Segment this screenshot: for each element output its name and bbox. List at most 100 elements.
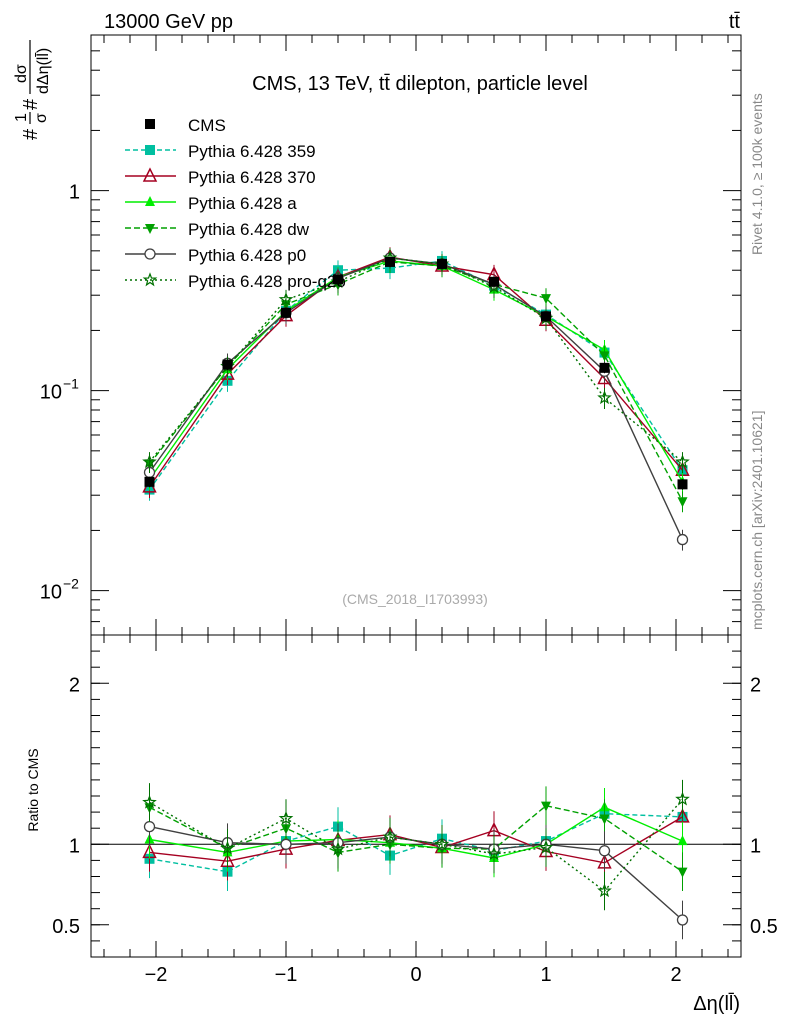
series-point: [599, 351, 610, 362]
legend-entry-0: Pythia 6.428 359: [125, 142, 316, 161]
ratio-point: [675, 791, 690, 806]
y-axis-label-ratio: Ratio to CMS: [25, 748, 41, 831]
series-line-ratio: [149, 812, 683, 873]
legend-label: Pythia 6.428 370: [188, 168, 316, 187]
chart-title: CMS, 13 TeV, tt̄ dilepton, particle leve…: [252, 73, 588, 95]
series-point: [597, 390, 612, 405]
x-tick-label: 0: [410, 964, 421, 986]
svg-text:#: #: [20, 128, 42, 140]
svg-text:dσ: dσ: [13, 64, 30, 83]
series-1: [142, 247, 690, 883]
ratio-point: [330, 841, 346, 856]
ratio-point: [486, 846, 502, 861]
data-point: [333, 274, 343, 285]
svg-text:#: #: [20, 98, 42, 110]
data-point: [281, 307, 291, 318]
legend-label: Pythia 6.428 dw: [188, 220, 310, 239]
ratio-panel-frame: [90, 634, 742, 958]
y-axis-label-main: # 1 σ # dσ dΔη(ll̄): [13, 40, 52, 140]
ratio-tick-label: 1: [69, 835, 80, 857]
y-tick-exponent: −1: [63, 376, 79, 392]
ratio-point: [278, 810, 294, 825]
y-tick-label: 1: [69, 182, 80, 204]
ratio-tick-label: 0.5: [52, 916, 80, 938]
legend-label: Pythia 6.428 pro-q2o: [188, 272, 346, 291]
ratio-point: [220, 840, 235, 855]
x-tick-label: 1: [540, 964, 551, 986]
y-tick-label: 10: [40, 582, 62, 604]
svg-text:dΔη(ll̄): dΔη(ll̄): [34, 48, 52, 94]
series-line-main: [148, 261, 684, 502]
legend-label: Pythia 6.428 a: [188, 194, 297, 213]
legend-marker: [145, 224, 155, 234]
legend-label: Pythia 6.428 359: [188, 142, 316, 161]
x-tick-label: −2: [145, 964, 168, 986]
ratio-point: [382, 829, 398, 844]
series-line-ratio: [149, 798, 684, 892]
legend-marker: [145, 196, 155, 206]
legend-entry-2: Pythia 6.428 a: [125, 194, 297, 213]
y-tick-label: 10: [40, 382, 62, 404]
x-tick-label: 2: [670, 964, 681, 986]
x-tick-label: −1: [275, 964, 298, 986]
data-point: [489, 276, 499, 287]
process-label: tt̄: [729, 11, 741, 33]
ratio-point: [677, 867, 688, 878]
legend-entry-4: Pythia 6.428 p0: [125, 246, 306, 265]
svg-text:1: 1: [13, 113, 30, 122]
data-point: [385, 256, 395, 267]
legend-entry-1: Pythia 6.428 370: [125, 167, 316, 187]
ratio-tick-label-right: 2: [750, 674, 761, 696]
data-point: [437, 258, 447, 269]
series-line-ratio: [149, 804, 683, 873]
ratio-point: [143, 820, 156, 833]
x-axis-label: Δη(ll̄): [693, 992, 740, 1015]
ratio-tick-label-right: 1: [750, 835, 761, 857]
ratio-point: [677, 835, 688, 846]
series-point: [278, 292, 294, 306]
mcplots-label: mcplots.cern.ch [arXiv:2401.10621]: [749, 411, 765, 630]
ratio-point: [597, 883, 612, 898]
ratio-point: [538, 839, 554, 854]
ratio-point: [541, 801, 551, 812]
data-point: [541, 311, 551, 322]
legend-marker: [144, 248, 156, 260]
legend-label: CMS: [188, 116, 226, 135]
ratio-point: [434, 836, 450, 851]
series-point: [676, 533, 689, 546]
legend-marker: [145, 145, 155, 155]
rivet-label: Rivet 4.1.0, ≥ 100k events: [749, 93, 765, 255]
legend-marker: [145, 119, 155, 129]
legend-entry-5: Pythia 6.428 pro-q2o: [125, 272, 346, 291]
series-point: [142, 454, 157, 469]
ratio-point: [598, 845, 611, 857]
series-point: [675, 454, 690, 469]
y-tick-exponent: −2: [63, 576, 79, 592]
ratio-point: [676, 914, 689, 926]
legend-marker: [142, 167, 158, 182]
ratio-point: [599, 814, 610, 825]
series-point: [677, 497, 688, 508]
data-point: [144, 476, 155, 487]
legend-entry-data: CMS: [145, 116, 226, 135]
ratio-tick-label-right: 0.5: [750, 916, 778, 938]
data-point: [222, 359, 233, 370]
series-line-main: [148, 260, 684, 483]
legend-label: Pythia 6.428 p0: [188, 246, 306, 265]
data-point: [677, 479, 688, 490]
analysis-id: (CMS_2018_I1703993): [342, 591, 488, 607]
series-2: [144, 251, 688, 878]
series-line-ratio: [149, 806, 683, 859]
series-point: [541, 294, 551, 305]
series-line-main: [148, 257, 683, 463]
legend-entry-3: Pythia 6.428 dw: [125, 220, 310, 239]
energy-label: 13000 GeV pp: [104, 11, 233, 33]
ratio-tick-label: 2: [69, 674, 80, 696]
ratio-point: [142, 794, 157, 809]
data-series: [144, 256, 688, 490]
ratio-point: [280, 838, 292, 850]
svg-text:σ: σ: [33, 113, 50, 123]
legend-marker: [142, 272, 158, 287]
data-point: [599, 362, 610, 373]
